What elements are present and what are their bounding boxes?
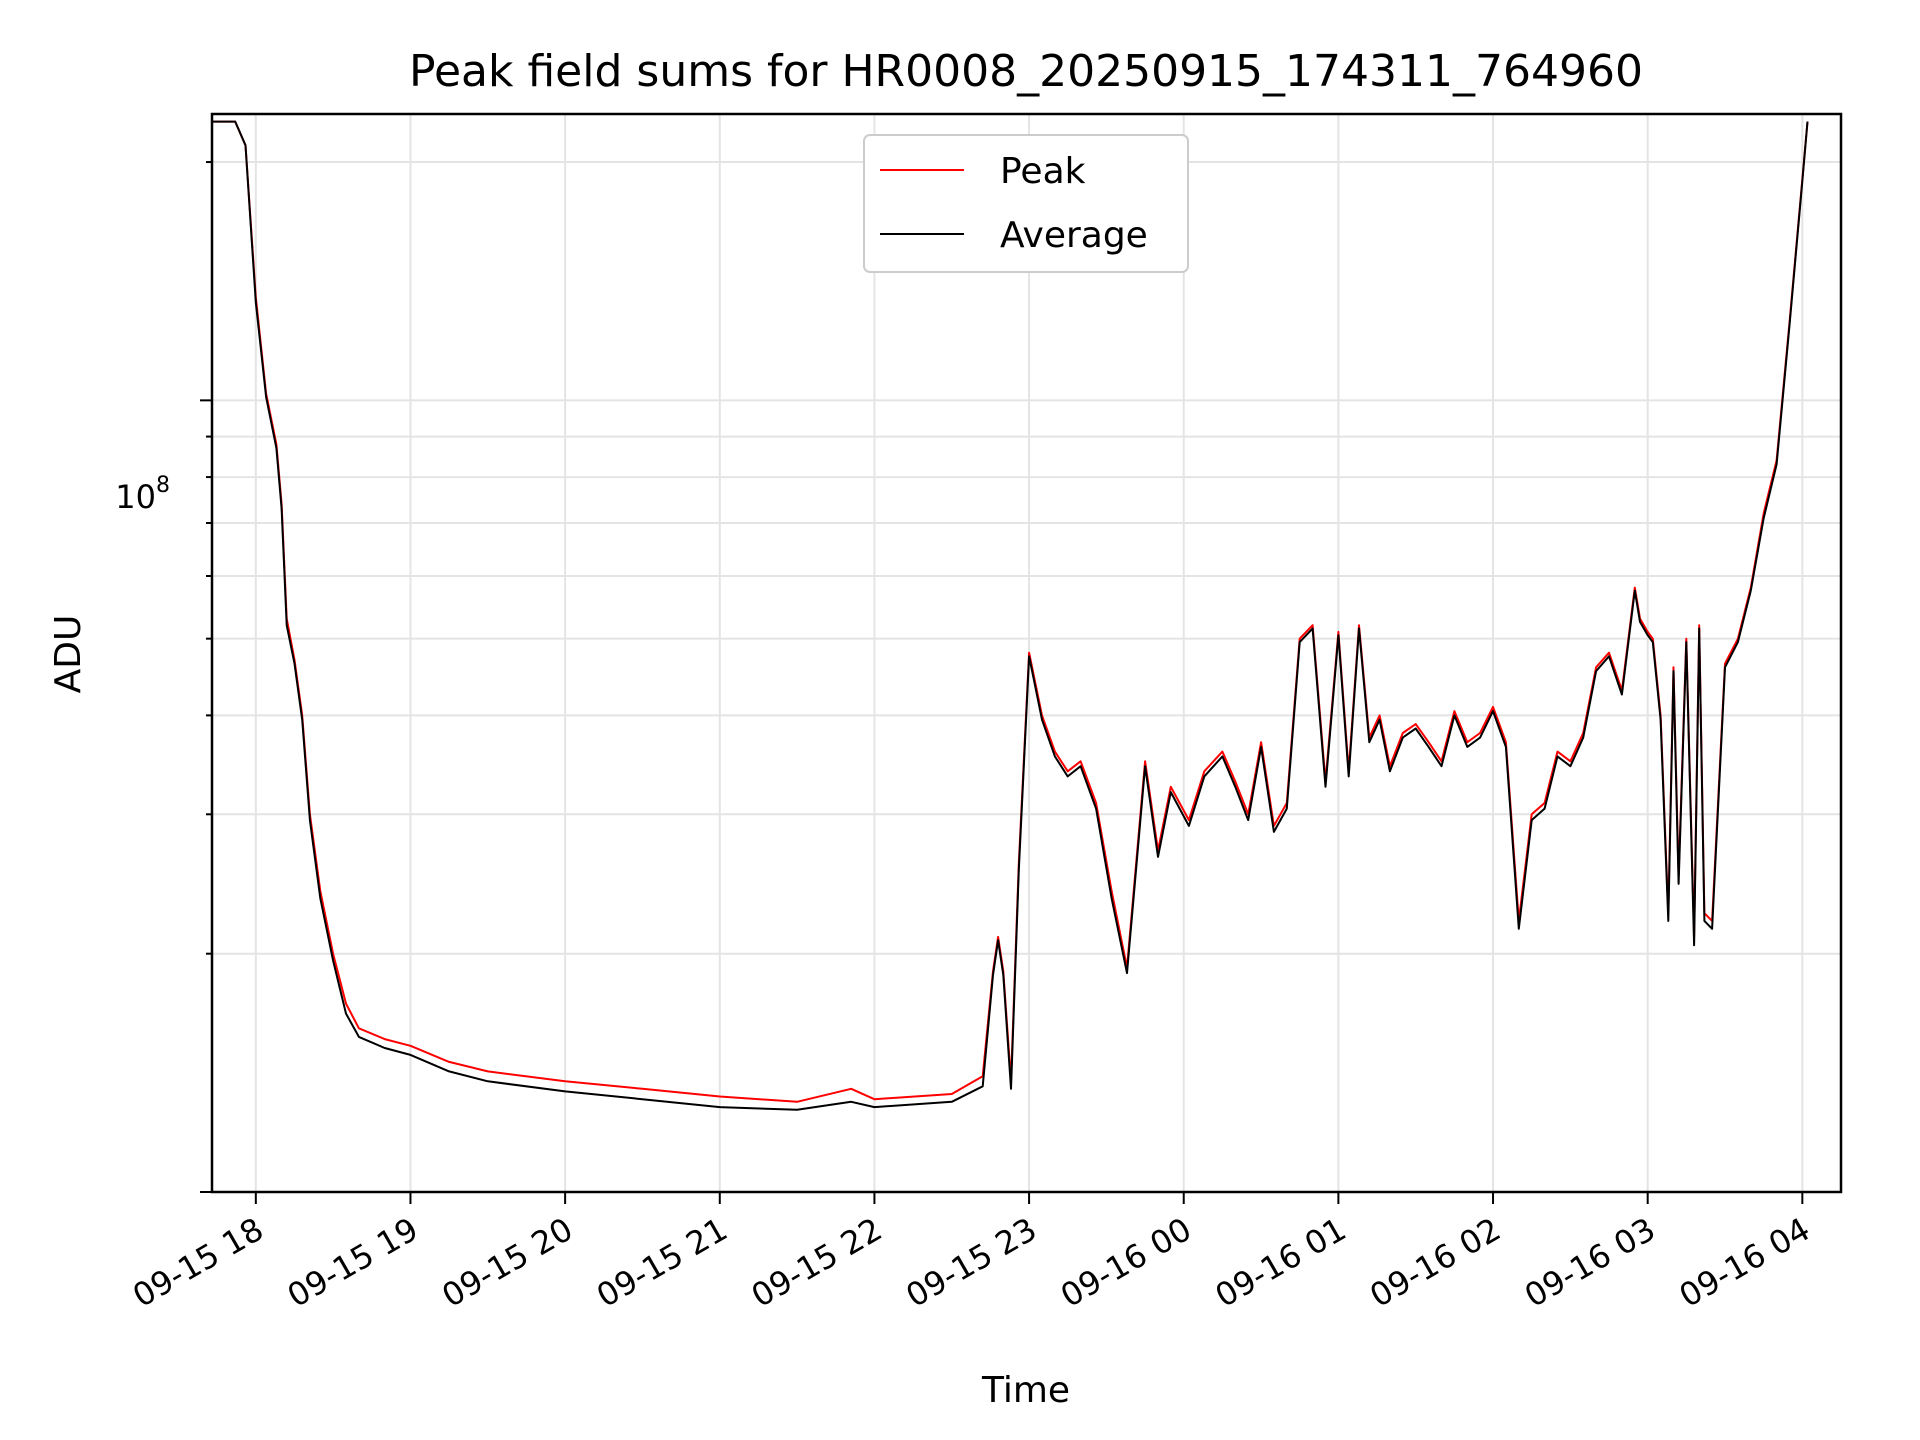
grid bbox=[212, 114, 1841, 1193]
x-tick-label: 09-15 23 bbox=[899, 1210, 1043, 1315]
series-layer bbox=[212, 120, 1809, 1111]
x-axis-ticks: 09-15 18 09-15 19 09-15 20 09-15 21 09-15 22… bbox=[126, 1192, 1816, 1315]
x-tick-label: 09-16 00 bbox=[1054, 1210, 1198, 1315]
x-tick-label: 09-16 02 bbox=[1363, 1210, 1507, 1315]
y-tick-label: 108 bbox=[115, 473, 170, 516]
x-tick-label: 09-15 18 bbox=[126, 1210, 270, 1315]
x-tick-label: 09-16 04 bbox=[1673, 1210, 1817, 1315]
x-tick-label: 09-15 21 bbox=[590, 1210, 734, 1315]
legend: Peak Average bbox=[863, 134, 1189, 273]
x-tick-label: 09-16 03 bbox=[1518, 1210, 1662, 1315]
x-axis-label: Time bbox=[981, 1370, 1070, 1411]
legend-label-peak: Peak bbox=[1000, 151, 1086, 192]
x-tick-label: 09-15 22 bbox=[745, 1210, 889, 1315]
series-line-average bbox=[212, 120, 1809, 1111]
chart-title: Peak field sums for HR0008_20250915_1743… bbox=[409, 46, 1643, 97]
y-axis-ticks bbox=[200, 161, 212, 1193]
x-tick-label: 09-15 19 bbox=[281, 1210, 425, 1315]
y-axis-label: ADU bbox=[48, 615, 89, 694]
legend-label-average: Average bbox=[1000, 215, 1148, 256]
x-tick-label: 09-15 20 bbox=[436, 1210, 580, 1315]
plot-frame bbox=[210, 112, 1843, 1194]
x-tick-label: 09-16 01 bbox=[1209, 1210, 1353, 1315]
